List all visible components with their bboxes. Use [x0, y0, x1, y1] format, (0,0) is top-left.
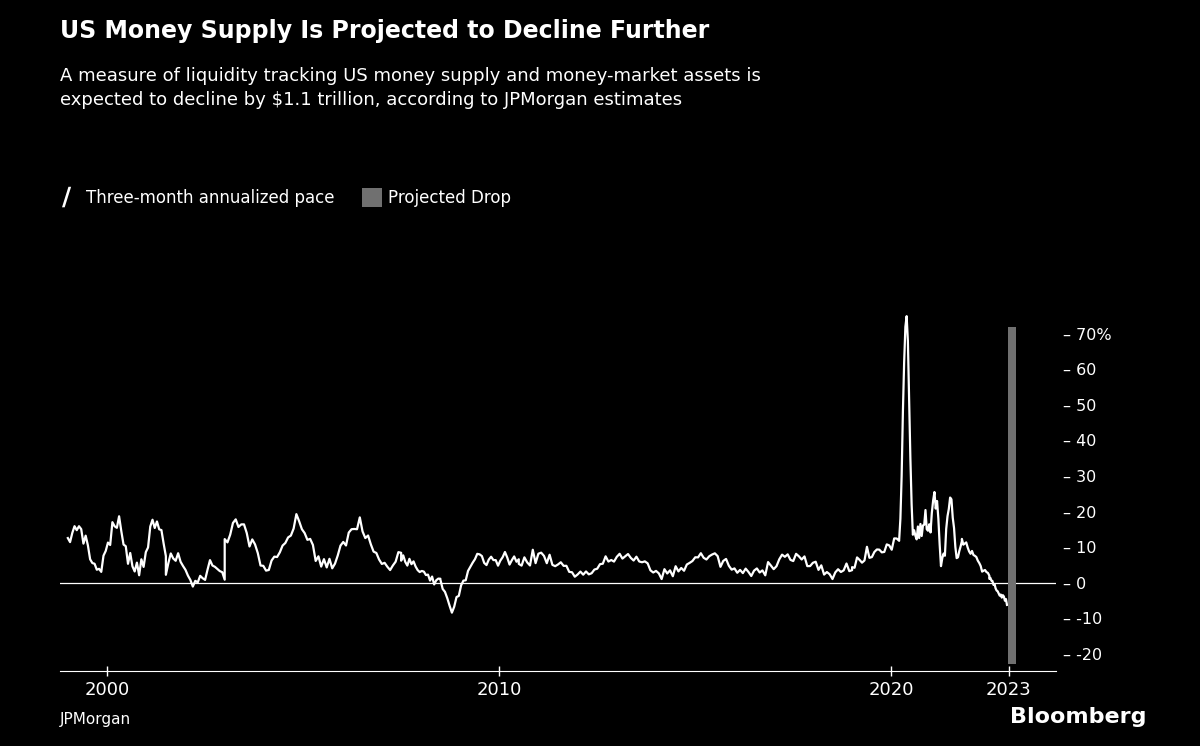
Text: A measure of liquidity tracking US money supply and money-market assets is
expec: A measure of liquidity tracking US money…: [60, 67, 761, 110]
Text: US Money Supply Is Projected to Decline Further: US Money Supply Is Projected to Decline …: [60, 19, 709, 43]
Text: JPMorgan: JPMorgan: [60, 712, 131, 727]
Text: Projected Drop: Projected Drop: [388, 189, 511, 207]
Text: Bloomberg: Bloomberg: [1009, 707, 1146, 727]
Bar: [1008, 327, 1016, 664]
Text: Three-month annualized pace: Three-month annualized pace: [86, 189, 335, 207]
Text: ∕: ∕: [62, 186, 72, 210]
